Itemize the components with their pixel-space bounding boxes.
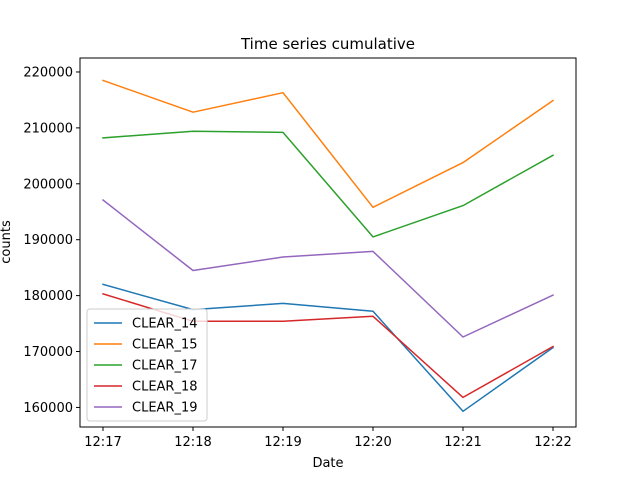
legend-label: CLEAR_19 [132, 401, 198, 416]
y-tick-label: 160000 [23, 401, 73, 416]
legend-label: CLEAR_17 [132, 359, 198, 374]
x-axis: 12:17 12:18 12:19 12:20 12:21 12:22 [84, 427, 572, 450]
chart-title: Time series cumulative [240, 35, 415, 53]
series-line-clear-15 [102, 79, 555, 209]
axes-frame [79, 57, 577, 428]
x-tick-label: 12:17 [84, 435, 121, 450]
x-tick-label: 12:22 [534, 435, 571, 450]
x-tick-label: 12:19 [264, 435, 301, 450]
series-line-clear-19 [101, 198, 554, 338]
y-axis-label: counts [0, 220, 14, 264]
y-tick-label: 210000 [23, 121, 73, 136]
legend-label: CLEAR_15 [132, 338, 198, 353]
legend-box [86, 308, 208, 422]
series-line-clear-14 [102, 283, 555, 413]
legend-label: CLEAR_18 [132, 380, 198, 395]
series-line-clear-17 [102, 130, 555, 238]
legend: CLEAR_14 CLEAR_15 CLEAR_17 CLEAR_18 CLEAR_19 [86, 308, 208, 422]
x-tick-label: 12:18 [174, 435, 211, 450]
y-tick-label: 220000 [23, 65, 73, 80]
x-axis-label: Date [312, 456, 343, 471]
legend-label: CLEAR_14 [132, 317, 198, 332]
y-tick-label: 190000 [23, 233, 73, 248]
y-tick-label: 180000 [23, 289, 73, 304]
y-tick-label: 200000 [23, 177, 73, 192]
y-tick-label: 170000 [23, 345, 73, 360]
y-axis: 160000 170000 180000 190000 200000 210000 2200… [23, 65, 80, 416]
x-tick-label: 12:20 [354, 435, 391, 450]
x-tick-label: 12:21 [444, 435, 481, 450]
